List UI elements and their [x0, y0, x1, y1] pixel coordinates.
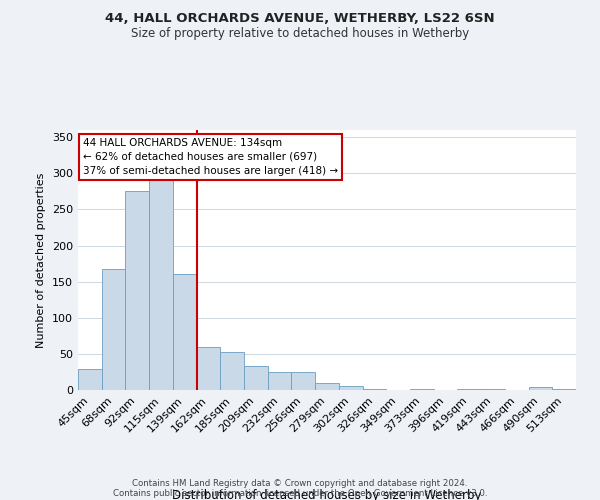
X-axis label: Distribution of detached houses by size in Wetherby: Distribution of detached houses by size …: [172, 490, 482, 500]
Text: Contains HM Land Registry data © Crown copyright and database right 2024.: Contains HM Land Registry data © Crown c…: [132, 478, 468, 488]
Text: 44, HALL ORCHARDS AVENUE, WETHERBY, LS22 6SN: 44, HALL ORCHARDS AVENUE, WETHERBY, LS22…: [105, 12, 495, 26]
Text: 44 HALL ORCHARDS AVENUE: 134sqm
← 62% of detached houses are smaller (697)
37% o: 44 HALL ORCHARDS AVENUE: 134sqm ← 62% of…: [83, 138, 338, 176]
Bar: [125, 190, 149, 390]
Bar: [268, 372, 292, 390]
Bar: [149, 180, 173, 390]
Bar: [102, 268, 125, 390]
Bar: [292, 372, 315, 390]
Bar: [315, 383, 339, 390]
Text: Contains public sector information licensed under the Open Government Licence v3: Contains public sector information licen…: [113, 488, 487, 498]
Bar: [529, 387, 552, 390]
Bar: [78, 369, 102, 390]
Bar: [457, 388, 481, 390]
Bar: [339, 386, 362, 390]
Bar: [552, 388, 576, 390]
Bar: [410, 388, 434, 390]
Y-axis label: Number of detached properties: Number of detached properties: [37, 172, 46, 348]
Bar: [362, 388, 386, 390]
Bar: [197, 346, 220, 390]
Bar: [220, 352, 244, 390]
Text: Size of property relative to detached houses in Wetherby: Size of property relative to detached ho…: [131, 28, 469, 40]
Bar: [244, 366, 268, 390]
Bar: [173, 274, 197, 390]
